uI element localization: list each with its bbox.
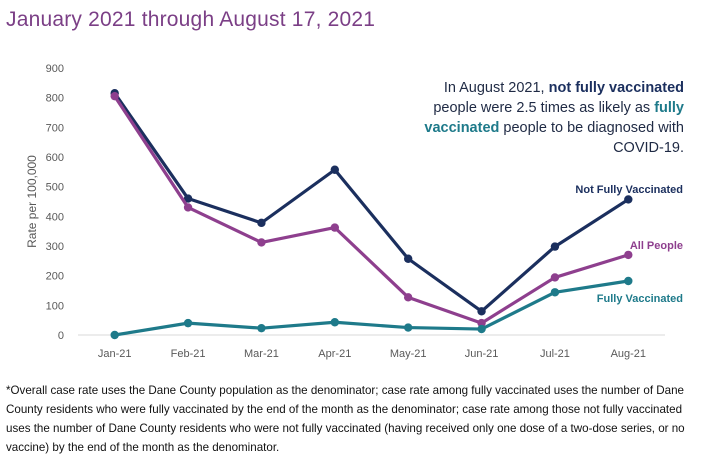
data-point-all-people bbox=[257, 238, 266, 247]
data-point-fully-vaccinated bbox=[330, 318, 340, 327]
series-label-all-people: All People bbox=[630, 240, 683, 252]
data-point-not-fully-vaccinated bbox=[257, 218, 266, 228]
y-tick-label: 700 bbox=[46, 122, 64, 134]
x-tick-label: May-21 bbox=[390, 348, 427, 360]
data-point-not-fully-vaccinated bbox=[624, 195, 633, 204]
data-point-all-people bbox=[403, 293, 413, 302]
data-point-fully-vaccinated bbox=[110, 330, 119, 340]
data-point-all-people bbox=[477, 318, 486, 328]
data-point-all-people bbox=[110, 91, 119, 101]
y-tick-label: 600 bbox=[46, 152, 64, 164]
data-point-all-people bbox=[624, 250, 633, 260]
series-line-fully-vaccinated bbox=[113, 279, 630, 337]
data-point-fully-vaccinated bbox=[624, 276, 633, 286]
data-point-fully-vaccinated bbox=[183, 318, 193, 328]
callout-text-2: people were 2.5 times as likely as bbox=[433, 100, 655, 116]
callout-text-3: people to be diagnosed with COVID-19. bbox=[499, 120, 684, 156]
data-point-fully-vaccinated bbox=[477, 324, 486, 334]
data-point-not-fully-vaccinated bbox=[183, 194, 193, 203]
series-label-fully-vaccinated: Fully Vaccinated bbox=[597, 293, 683, 305]
data-point-not-fully-vaccinated bbox=[403, 254, 413, 263]
data-point-fully-vaccinated bbox=[403, 323, 413, 332]
y-tick-label: 400 bbox=[46, 211, 64, 223]
x-tick-label: Jul-21 bbox=[540, 348, 570, 360]
footnote: *Overall case rate uses the Dane County … bbox=[6, 384, 685, 454]
data-point-fully-vaccinated bbox=[257, 323, 266, 333]
data-point-not-fully-vaccinated bbox=[550, 242, 560, 251]
y-tick-label: 500 bbox=[46, 182, 64, 194]
x-tick-label: Jun-21 bbox=[465, 348, 499, 360]
callout-text-1: In August 2021, bbox=[443, 80, 549, 96]
x-tick-label: Aug-21 bbox=[611, 348, 646, 360]
callout-fully-vaccinated: fully vaccinated bbox=[424, 100, 684, 136]
y-tick-label: 300 bbox=[46, 241, 64, 253]
chart-callout: In August 2021, not fully vaccinated peo… bbox=[404, 78, 684, 158]
y-tick-label: 200 bbox=[46, 271, 64, 283]
y-axis-label: Rate per 100,000 bbox=[25, 155, 39, 248]
series-label-not-fully-vaccinated: Not Fully Vaccinated bbox=[575, 184, 683, 196]
data-point-fully-vaccinated bbox=[550, 288, 560, 297]
x-tick-label: Mar-21 bbox=[244, 348, 279, 360]
line-chart: 0 100 200 300 400 500 600 700 800 900 Jan-21 Feb-21… bbox=[25, 63, 683, 360]
series-line-all-people bbox=[113, 94, 630, 325]
callout-not-fully-vaccinated: not fully vaccinated bbox=[548, 80, 684, 96]
data-point-all-people bbox=[183, 203, 193, 212]
page-title: January 2021 through August 17, 2021 bbox=[6, 8, 376, 31]
x-tick-label: Apr-21 bbox=[318, 348, 351, 360]
x-tick-label: Jan-21 bbox=[98, 348, 132, 360]
data-point-not-fully-vaccinated bbox=[330, 165, 340, 174]
x-tick-label: Feb-21 bbox=[171, 348, 206, 360]
y-tick-label: 100 bbox=[46, 300, 64, 312]
data-point-all-people bbox=[330, 223, 340, 232]
series-line-not-fully-vaccinated bbox=[113, 91, 630, 313]
data-point-all-people bbox=[550, 273, 560, 282]
y-tick-label: 800 bbox=[46, 93, 64, 105]
data-point-not-fully-vaccinated bbox=[477, 307, 486, 316]
y-tick-label: 0 bbox=[58, 330, 64, 342]
y-tick-label: 900 bbox=[46, 63, 64, 75]
